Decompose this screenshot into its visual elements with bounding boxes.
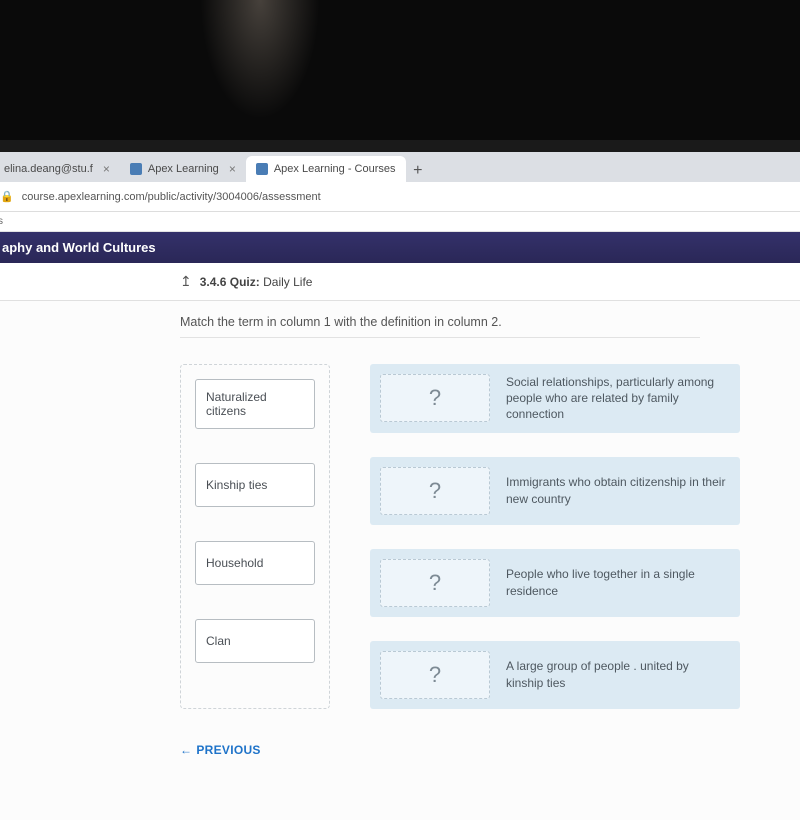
- term-card[interactable]: Kinship ties: [195, 463, 315, 507]
- quiz-breadcrumb-bar: ↥ 3.4.6 Quiz: Daily Life: [0, 263, 800, 301]
- drop-target[interactable]: ?: [380, 651, 490, 699]
- drop-placeholder: ?: [429, 570, 441, 596]
- definition-text: A large group of people . united by kins…: [506, 658, 728, 690]
- drop-target[interactable]: ?: [380, 374, 490, 422]
- definition-text: People who live together in a single res…: [506, 566, 728, 598]
- term-card[interactable]: Naturalized citizens: [195, 379, 315, 429]
- definition-text: Social relationships, particularly among…: [506, 374, 728, 423]
- definition-row: ? People who live together in a single r…: [370, 549, 740, 617]
- definitions-column: ? Social relationships, particularly amo…: [370, 364, 740, 709]
- reflection-glare: [200, 0, 320, 120]
- photo-background: elina.deang@stu.f × Apex Learning × Apex…: [0, 0, 800, 800]
- address-bar[interactable]: 🔒 course.apexlearning.com/public/activit…: [0, 182, 800, 212]
- definition-text: Immigrants who obtain citizenship in the…: [506, 474, 728, 506]
- back-arrow-icon[interactable]: ↥: [180, 273, 192, 290]
- browser-tab-2[interactable]: Apex Learning ×: [120, 156, 246, 182]
- screen: elina.deang@stu.f × Apex Learning × Apex…: [0, 152, 800, 820]
- term-label: Naturalized citizens: [206, 390, 304, 418]
- question-prompt: Match the term in column 1 with the defi…: [180, 315, 800, 329]
- monitor-bezel: elina.deang@stu.f × Apex Learning × Apex…: [0, 140, 800, 820]
- drop-placeholder: ?: [429, 478, 441, 504]
- previous-button[interactable]: ← PREVIOUS: [180, 743, 800, 757]
- term-label: Kinship ties: [206, 478, 267, 492]
- close-icon[interactable]: ×: [103, 162, 110, 176]
- course-title: aphy and World Cultures: [2, 240, 156, 255]
- definition-row: ? Immigrants who obtain citizenship in t…: [370, 457, 740, 525]
- course-header: aphy and World Cultures: [0, 232, 800, 263]
- divider: [180, 337, 700, 338]
- favicon-icon: [130, 163, 142, 175]
- definition-row: ? A large group of people . united by ki…: [370, 641, 740, 709]
- bookmarks-hint: s: [0, 216, 3, 227]
- definition-row: ? Social relationships, particularly amo…: [370, 364, 740, 433]
- drop-target[interactable]: ?: [380, 467, 490, 515]
- tab-title: Apex Learning - Courses: [274, 163, 396, 175]
- bookmarks-bar: s: [0, 212, 800, 232]
- drop-placeholder: ?: [429, 662, 441, 688]
- browser-tab-3-active[interactable]: Apex Learning - Courses ×: [246, 156, 406, 182]
- term-card[interactable]: Household: [195, 541, 315, 585]
- favicon-icon: [256, 163, 268, 175]
- quiz-crumb: 3.4.6 Quiz:: [200, 275, 260, 289]
- browser-tab-1[interactable]: elina.deang@stu.f ×: [0, 156, 120, 182]
- terms-column: Naturalized citizens Kinship ties Househ…: [180, 364, 330, 709]
- matching-area: Naturalized citizens Kinship ties Househ…: [180, 364, 740, 709]
- url-text: course.apexlearning.com/public/activity/…: [22, 191, 321, 203]
- tab-title: Apex Learning: [148, 163, 219, 175]
- tab-title: elina.deang@stu.f: [4, 163, 93, 175]
- previous-label: PREVIOUS: [196, 743, 260, 757]
- drop-placeholder: ?: [429, 385, 441, 411]
- term-card[interactable]: Clan: [195, 619, 315, 663]
- drop-target[interactable]: ?: [380, 559, 490, 607]
- new-tab-button[interactable]: +: [406, 162, 430, 182]
- close-icon[interactable]: ×: [229, 162, 236, 176]
- browser-tabstrip: elina.deang@stu.f × Apex Learning × Apex…: [0, 152, 800, 182]
- quiz-content: Match the term in column 1 with the defi…: [0, 301, 800, 820]
- lock-icon: 🔒: [0, 190, 14, 203]
- term-label: Clan: [206, 634, 231, 648]
- term-label: Household: [206, 556, 263, 570]
- arrow-left-icon: ←: [180, 743, 192, 757]
- quiz-subject: Daily Life: [263, 275, 312, 289]
